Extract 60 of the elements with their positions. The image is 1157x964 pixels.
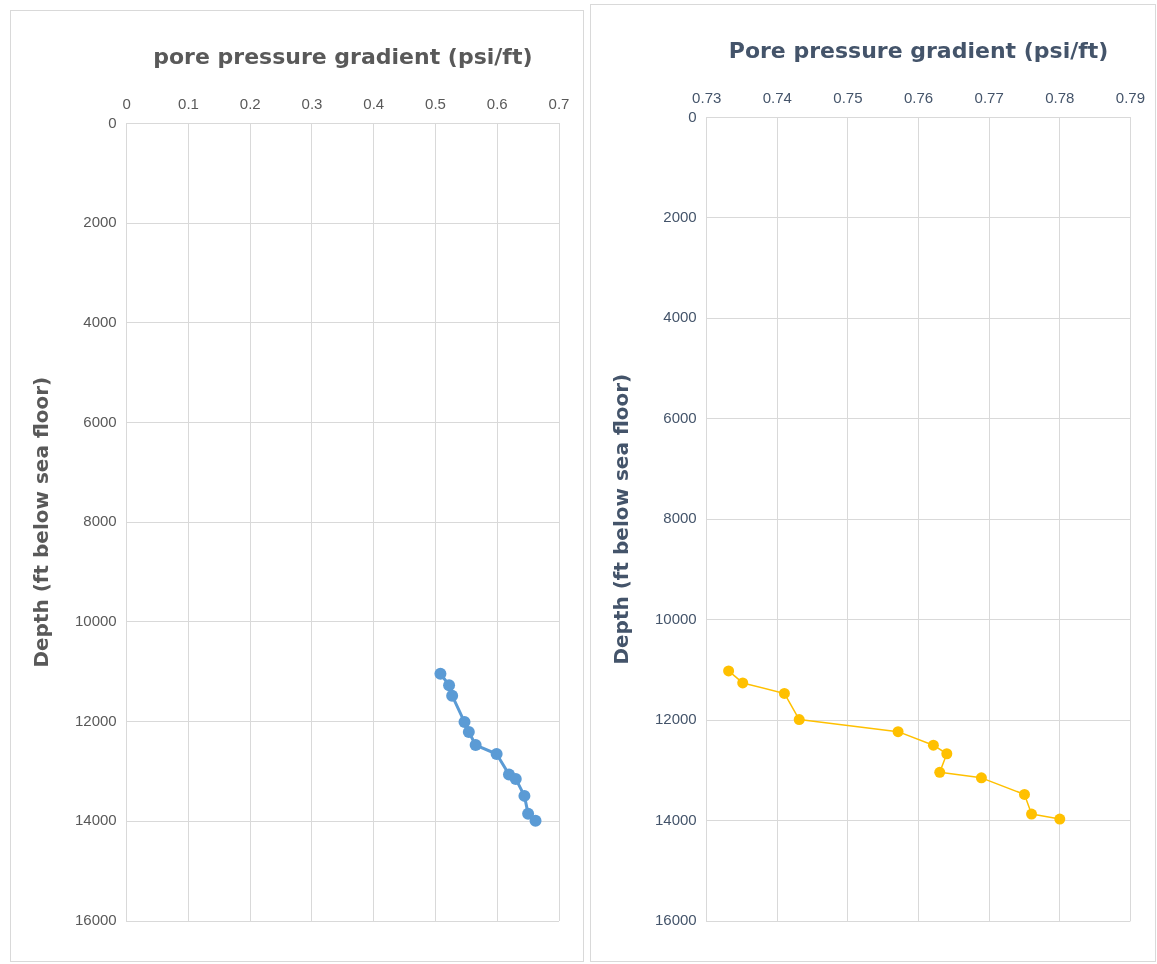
y-tick-label: 0: [688, 107, 697, 125]
point: [522, 807, 535, 820]
point: [446, 689, 459, 702]
point: [518, 789, 531, 802]
x-tick-label: 0: [122, 94, 131, 112]
y-tick-label: 8000: [663, 509, 697, 527]
point: [1054, 813, 1066, 825]
point: [434, 667, 447, 680]
point: [458, 716, 471, 729]
y-tick-label: 0: [108, 113, 117, 131]
x-tick-label: 0.74: [762, 88, 792, 106]
x-tick-label: 0.73: [692, 88, 722, 106]
point: [892, 726, 904, 738]
point: [941, 748, 953, 760]
x-tick-label: 0.7: [548, 94, 570, 112]
y-tick-label: 10000: [74, 612, 117, 630]
point: [490, 748, 503, 760]
point: [975, 772, 987, 784]
y-tick-label: 4000: [83, 312, 117, 330]
point: [1026, 808, 1038, 820]
y-tick-label: 12000: [74, 711, 117, 729]
point: [509, 772, 522, 785]
point: [469, 739, 482, 752]
y-tick-label: 12000: [654, 710, 697, 728]
x-tick-label: 0.77: [974, 88, 1004, 106]
point: [793, 714, 805, 726]
x-axis-title: Pore pressure gradient (psi/ft): [728, 37, 1109, 63]
x-tick-label: 0.78: [1045, 88, 1075, 106]
point: [927, 739, 939, 751]
y-tick-label: 14000: [654, 810, 697, 828]
point: [737, 677, 749, 689]
x-tick-label: 0.3: [301, 94, 323, 112]
y-tick-label: 8000: [83, 512, 117, 530]
x-tick-label: 0.4: [363, 94, 385, 112]
x-tick-label: 0.2: [239, 94, 261, 112]
y-tick-label: 16000: [74, 911, 117, 929]
x-tick-label: 0.5: [425, 94, 446, 112]
x-tick-label: 0.1: [178, 94, 199, 112]
y-tick-label: 2000: [663, 207, 697, 225]
point: [529, 814, 542, 827]
x-tick-label: 0.79: [1115, 88, 1145, 106]
y-tick-label: 6000: [663, 408, 697, 426]
y-axis-title: Depth (ft below sea floor): [609, 373, 634, 665]
point: [1018, 788, 1030, 800]
x-tick-label: 0.75: [833, 88, 863, 106]
y-tick-label: 14000: [74, 811, 117, 829]
point: [934, 766, 946, 778]
point: [778, 687, 790, 699]
point: [443, 679, 456, 692]
point: [462, 726, 475, 739]
y-tick-label: 16000: [654, 911, 697, 929]
y-tick-label: 6000: [83, 412, 117, 430]
x-axis-title: pore pressure gradient (psi/ft): [153, 43, 533, 69]
x-tick-label: 0.6: [486, 94, 508, 112]
x-tick-label: 0.76: [903, 88, 934, 106]
y-axis-title: Depth (ft below sea floor): [29, 376, 54, 668]
y-tick-label: 10000: [654, 609, 697, 627]
y-tick-label: 2000: [83, 213, 117, 231]
point: [723, 665, 735, 677]
y-tick-label: 4000: [663, 308, 697, 326]
